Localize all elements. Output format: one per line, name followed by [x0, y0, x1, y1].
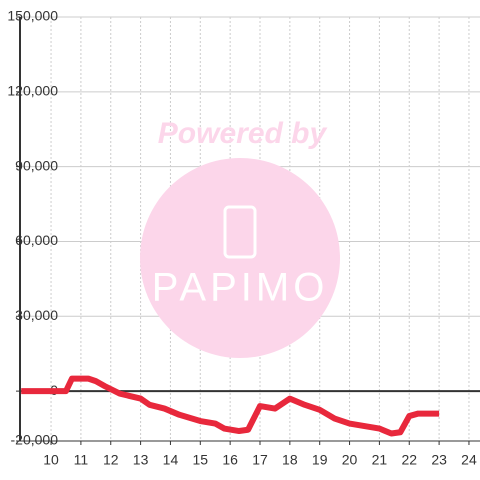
- phone-icon: [223, 205, 257, 259]
- y-tick-label: 120,000: [7, 83, 58, 99]
- watermark-brand: PAPIMO: [152, 266, 329, 310]
- y-tick-label: 60,000: [15, 232, 58, 248]
- x-tick-label: 20: [342, 452, 358, 468]
- y-tick-label: 30,000: [15, 307, 58, 323]
- x-tick-label: 23: [431, 452, 447, 468]
- y-tick-label: -20,000: [11, 432, 59, 448]
- watermark-title: Powered by: [158, 117, 328, 150]
- x-tick-label: 11: [74, 452, 89, 468]
- x-tick-label: 16: [222, 452, 238, 468]
- x-tick-label: 24: [461, 452, 477, 468]
- x-tick-label: 10: [43, 452, 59, 468]
- x-tick-label: 13: [133, 452, 149, 468]
- x-tick-label: 14: [163, 452, 179, 468]
- x-tick-label: 22: [401, 452, 417, 468]
- x-tick-label: 17: [252, 452, 268, 468]
- x-tick-label: 19: [312, 452, 328, 468]
- x-tick-label: 15: [193, 452, 209, 468]
- y-tick-label: 90,000: [15, 157, 58, 173]
- x-tick-label: 21: [372, 452, 388, 468]
- data-line: [21, 375, 440, 437]
- watermark: Powered by PAPIMO: [140, 117, 340, 358]
- x-tick-label: 18: [282, 452, 298, 468]
- x-tick-label: 12: [103, 452, 119, 468]
- y-tick-label: 150,000: [7, 8, 58, 24]
